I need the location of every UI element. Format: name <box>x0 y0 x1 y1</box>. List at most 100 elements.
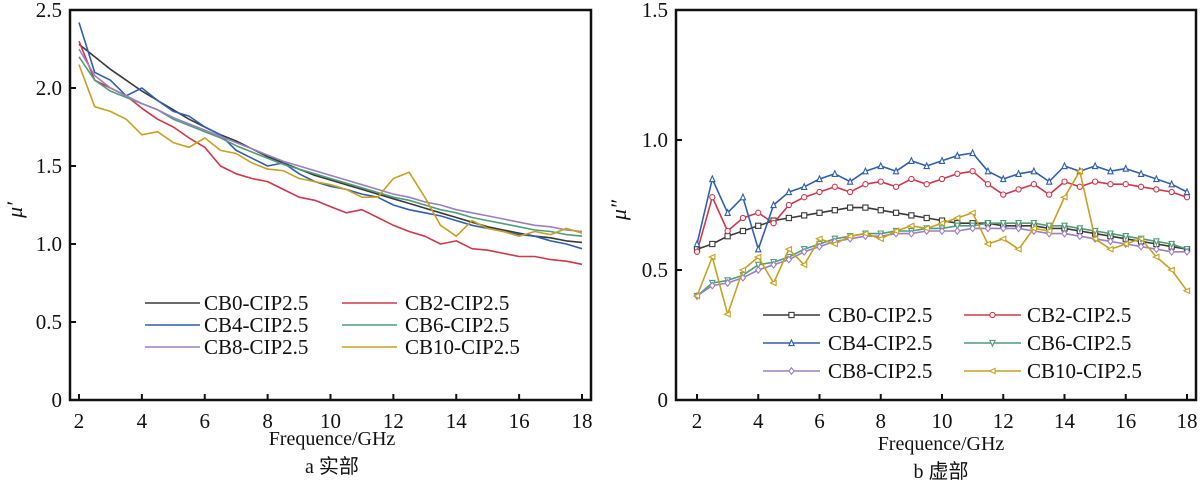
data-point <box>1044 227 1053 235</box>
data-point <box>1014 245 1022 253</box>
data-point <box>907 156 915 164</box>
data-point <box>845 232 854 240</box>
data-point <box>892 209 900 216</box>
data-point <box>983 240 992 248</box>
x-tick-label: 8 <box>262 409 273 433</box>
data-point <box>1137 169 1145 177</box>
data-point <box>770 220 777 227</box>
legend-label: CB10-CIP2.5 <box>1027 359 1142 383</box>
legend-label: CB4-CIP2.5 <box>828 331 932 355</box>
data-point <box>770 260 777 269</box>
y-tick-label: 0.5 <box>642 258 668 282</box>
y-tick-label: 1.5 <box>642 0 668 22</box>
legend-label: CB8-CIP2.5 <box>828 359 932 383</box>
series-line <box>78 56 583 237</box>
legend-label: CB0-CIP2.5 <box>828 303 932 327</box>
series-cb10-cip2.5 <box>78 64 583 237</box>
chart-real-part: 0 0.5 1.0 1.5 2.0 2.5 2 4 6 8 10 12 14 16 18 CB0-CIP2… <box>2 0 593 478</box>
data-point <box>1045 222 1053 231</box>
data-point <box>1182 287 1191 295</box>
x-tick-label: 4 <box>753 409 764 433</box>
chart-imaginary-part: 0 0.5 1.0 1.5 2 4 6 8 10 12 14 16 18 CB0-CIP2.5 CB2-… <box>606 0 1198 483</box>
legend-item: CB0-CIP2.5 <box>763 303 932 327</box>
data-point <box>800 182 808 190</box>
y-tick-label: 0 <box>658 388 669 412</box>
legend-marker <box>988 367 996 375</box>
data-point <box>1015 186 1022 193</box>
legend-item: CB2-CIP2.5 <box>964 303 1131 327</box>
y-axis-ticks: 0 0.5 1.0 1.5 <box>642 0 682 412</box>
data-point <box>738 266 747 274</box>
data-point <box>1121 240 1129 248</box>
data-point <box>862 181 869 188</box>
data-point <box>1015 169 1023 177</box>
data-point <box>815 235 823 243</box>
data-point <box>861 230 869 238</box>
data-point <box>1075 167 1083 175</box>
data-point <box>707 253 716 261</box>
data-point <box>1015 224 1022 233</box>
x-tick-label: 12 <box>383 409 404 433</box>
y-axis-title: μ′ <box>2 201 27 219</box>
x-axis-title: Frequence/GHz <box>269 428 396 450</box>
data-point <box>739 227 747 235</box>
data-point <box>1045 177 1053 185</box>
data-point <box>1076 232 1084 241</box>
x-tick-label: 18 <box>1177 409 1198 433</box>
data-point <box>785 187 793 196</box>
data-point <box>891 227 900 235</box>
data-point <box>830 240 838 248</box>
data-point <box>846 188 854 196</box>
data-point <box>908 175 915 183</box>
data-point <box>984 220 992 228</box>
data-point <box>724 208 732 216</box>
data-point <box>877 207 884 214</box>
series-cb6-cip2.5 <box>78 56 583 237</box>
data-point <box>923 214 930 222</box>
data-point <box>816 188 823 196</box>
y-tick-label: 1.0 <box>36 232 62 256</box>
y-tick-label: 0 <box>52 388 63 412</box>
legend-marker <box>989 311 996 319</box>
data-point <box>999 224 1007 233</box>
data-point <box>754 244 762 253</box>
data-point <box>984 181 992 188</box>
x-tick-label: 2 <box>692 409 703 433</box>
data-point <box>816 174 823 183</box>
data-point <box>846 177 854 185</box>
data-point <box>1076 225 1084 233</box>
legend-item: CB2-CIP2.5 <box>342 291 509 315</box>
legend-label: CB2-CIP2.5 <box>1027 303 1131 327</box>
data-point <box>1168 188 1175 196</box>
legend-label: CB10-CIP2.5 <box>405 335 520 359</box>
data-point <box>1000 191 1007 198</box>
series-cb2-cip2.5 <box>693 168 1191 255</box>
data-point <box>1168 247 1175 256</box>
data-point <box>953 222 961 231</box>
data-point <box>754 261 762 270</box>
legend-label: CB0-CIP2.5 <box>204 291 308 315</box>
data-point <box>785 255 793 264</box>
data-point <box>999 220 1007 228</box>
series-line <box>78 64 583 237</box>
data-point <box>984 166 992 175</box>
data-point <box>1046 191 1053 198</box>
data-point <box>801 212 808 219</box>
plot-frame <box>674 8 1198 402</box>
series-cb2-cip2.5 <box>78 40 583 266</box>
series-line <box>78 22 583 250</box>
x-tick-label: 4 <box>137 409 148 433</box>
data-point <box>1106 230 1114 239</box>
legend: CB0-CIP2.5 CB2-CIP2.5 CB4-CIP2.5 CB6-CIP2.5… <box>757 301 1177 385</box>
data-point <box>923 161 931 170</box>
series-line <box>78 40 583 266</box>
x-tick-label: 12 <box>993 409 1014 433</box>
data-point <box>800 247 808 256</box>
series-cb10-cip2.5 <box>692 167 1191 318</box>
data-point <box>693 239 701 248</box>
data-point <box>922 224 930 232</box>
data-point <box>968 209 976 217</box>
data-point <box>831 183 838 190</box>
legend-marker <box>989 339 996 348</box>
legend-item: CB8-CIP2.5 <box>763 359 932 383</box>
